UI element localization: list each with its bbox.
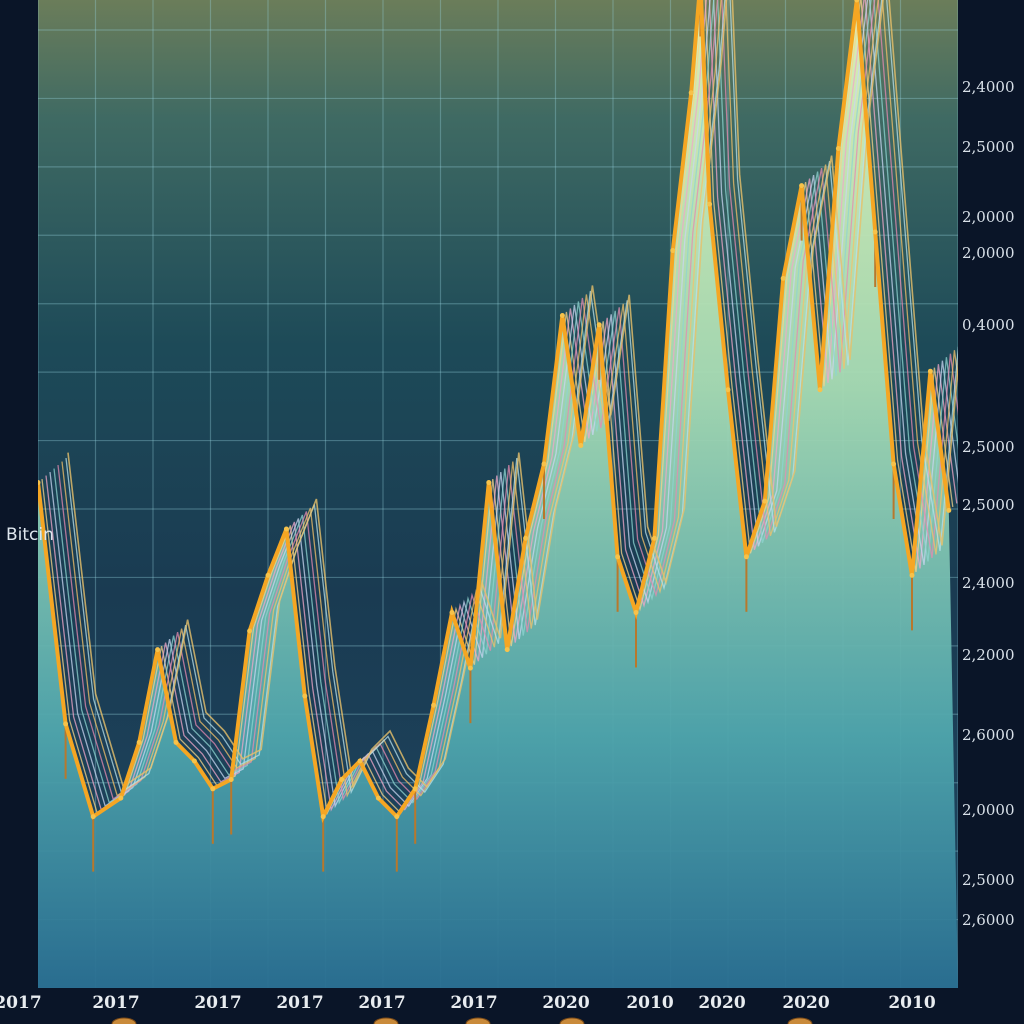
price-point <box>449 609 455 615</box>
price-point <box>247 628 253 634</box>
price-point <box>504 647 510 653</box>
price-point <box>707 201 713 207</box>
y-tick-label: 2,5000 <box>962 871 1015 889</box>
price-point <box>118 795 124 801</box>
price-point <box>375 795 381 801</box>
price-point <box>173 739 179 745</box>
price-point <box>302 693 308 699</box>
y-tick-label: 2,4000 <box>962 78 1015 96</box>
price-area-fill <box>38 0 958 988</box>
x-tick-label: 2020 <box>542 993 589 1013</box>
y-tick-label: 2,0000 <box>962 244 1015 262</box>
price-point <box>155 647 161 653</box>
price-point <box>688 90 694 96</box>
coin-icon <box>787 1017 813 1024</box>
price-point <box>210 786 216 792</box>
y-tick-label: 2,0000 <box>962 208 1015 226</box>
price-point <box>946 507 952 513</box>
y-tick-label: 2,5000 <box>962 496 1015 514</box>
price-point <box>559 313 565 319</box>
coin-icon <box>373 1017 399 1024</box>
x-tick-label: 2017 <box>0 993 42 1013</box>
price-point <box>615 554 621 560</box>
y-tick-labels: 2,4000 2,5000 2,0000 2,0000 0,4000 2,5000 2,50… <box>962 78 1015 929</box>
price-point <box>412 786 418 792</box>
price-point <box>670 248 676 254</box>
coin-icon <box>111 1017 137 1024</box>
x-tick-label: 2017 <box>450 993 497 1013</box>
x-tick-label: 2010 <box>888 993 935 1013</box>
price-point <box>891 461 897 467</box>
bottom-axis-panel <box>0 988 1024 1024</box>
price-point <box>743 554 749 560</box>
price-point <box>835 145 841 151</box>
price-area <box>38 0 958 988</box>
price-point <box>578 442 584 448</box>
y-tick-label: 2,2000 <box>962 646 1015 664</box>
price-point <box>651 535 657 541</box>
price-point <box>431 702 437 708</box>
x-tick-label: 2017 <box>358 993 405 1013</box>
y-tick-label: 2,6000 <box>962 726 1015 744</box>
right-axis-panel <box>958 0 1024 1024</box>
envelope-line <box>67 0 958 790</box>
coin-icon <box>465 1017 491 1024</box>
price-point <box>817 387 823 393</box>
coin-icon <box>559 1017 585 1024</box>
price-point <box>394 814 400 820</box>
y-tick-label: 0,4000 <box>962 316 1015 334</box>
y-axis-label: Bitcin <box>6 525 54 545</box>
price-point <box>265 572 271 578</box>
price-point <box>339 777 345 783</box>
x-tick-label: 2020 <box>698 993 745 1013</box>
band-line <box>57 0 958 802</box>
price-point <box>90 814 96 820</box>
price-point <box>136 739 142 745</box>
price-point <box>799 183 805 189</box>
y-tick-label: 2,6000 <box>962 911 1015 929</box>
price-lines <box>38 0 952 824</box>
price-point <box>523 535 529 541</box>
left-axis-panel <box>0 0 38 1024</box>
price-point <box>596 322 602 328</box>
price-point <box>633 609 639 615</box>
price-point <box>927 368 933 374</box>
x-tick-label: 2010 <box>626 993 673 1013</box>
price-point <box>725 387 731 393</box>
price-point <box>909 572 915 578</box>
band-line <box>65 0 958 795</box>
y-tick-label: 2,5000 <box>962 438 1015 456</box>
price-point <box>486 480 492 486</box>
price-point <box>320 814 326 820</box>
x-tick-labels: 2017 2017 2017 2017 2017 2017 2020 2010 2020 2020… <box>0 993 936 1013</box>
price-point <box>467 665 473 671</box>
price-point <box>780 275 786 281</box>
price-point <box>283 526 289 532</box>
y-tick-label: 2,0000 <box>962 801 1015 819</box>
price-point <box>228 777 234 783</box>
y-tick-label: 2,5000 <box>962 138 1015 156</box>
band-line <box>61 0 958 798</box>
band-line <box>45 0 958 812</box>
x-tick-label: 2017 <box>194 993 241 1013</box>
x-tick-label: 2017 <box>276 993 323 1013</box>
x-tick-label: 2020 <box>782 993 829 1013</box>
x-tick-label: 2017 <box>92 993 139 1013</box>
price-point <box>357 758 363 764</box>
price-point <box>872 229 878 235</box>
band-line <box>49 0 958 809</box>
price-point <box>541 461 547 467</box>
price-point <box>63 721 69 727</box>
y-tick-label: 2,4000 <box>962 574 1015 592</box>
price-point <box>191 758 197 764</box>
price-point <box>762 498 768 504</box>
price-line-orange <box>38 0 951 824</box>
price-point <box>854 0 860 3</box>
coin-icons <box>111 1017 813 1024</box>
price-point <box>38 480 41 486</box>
